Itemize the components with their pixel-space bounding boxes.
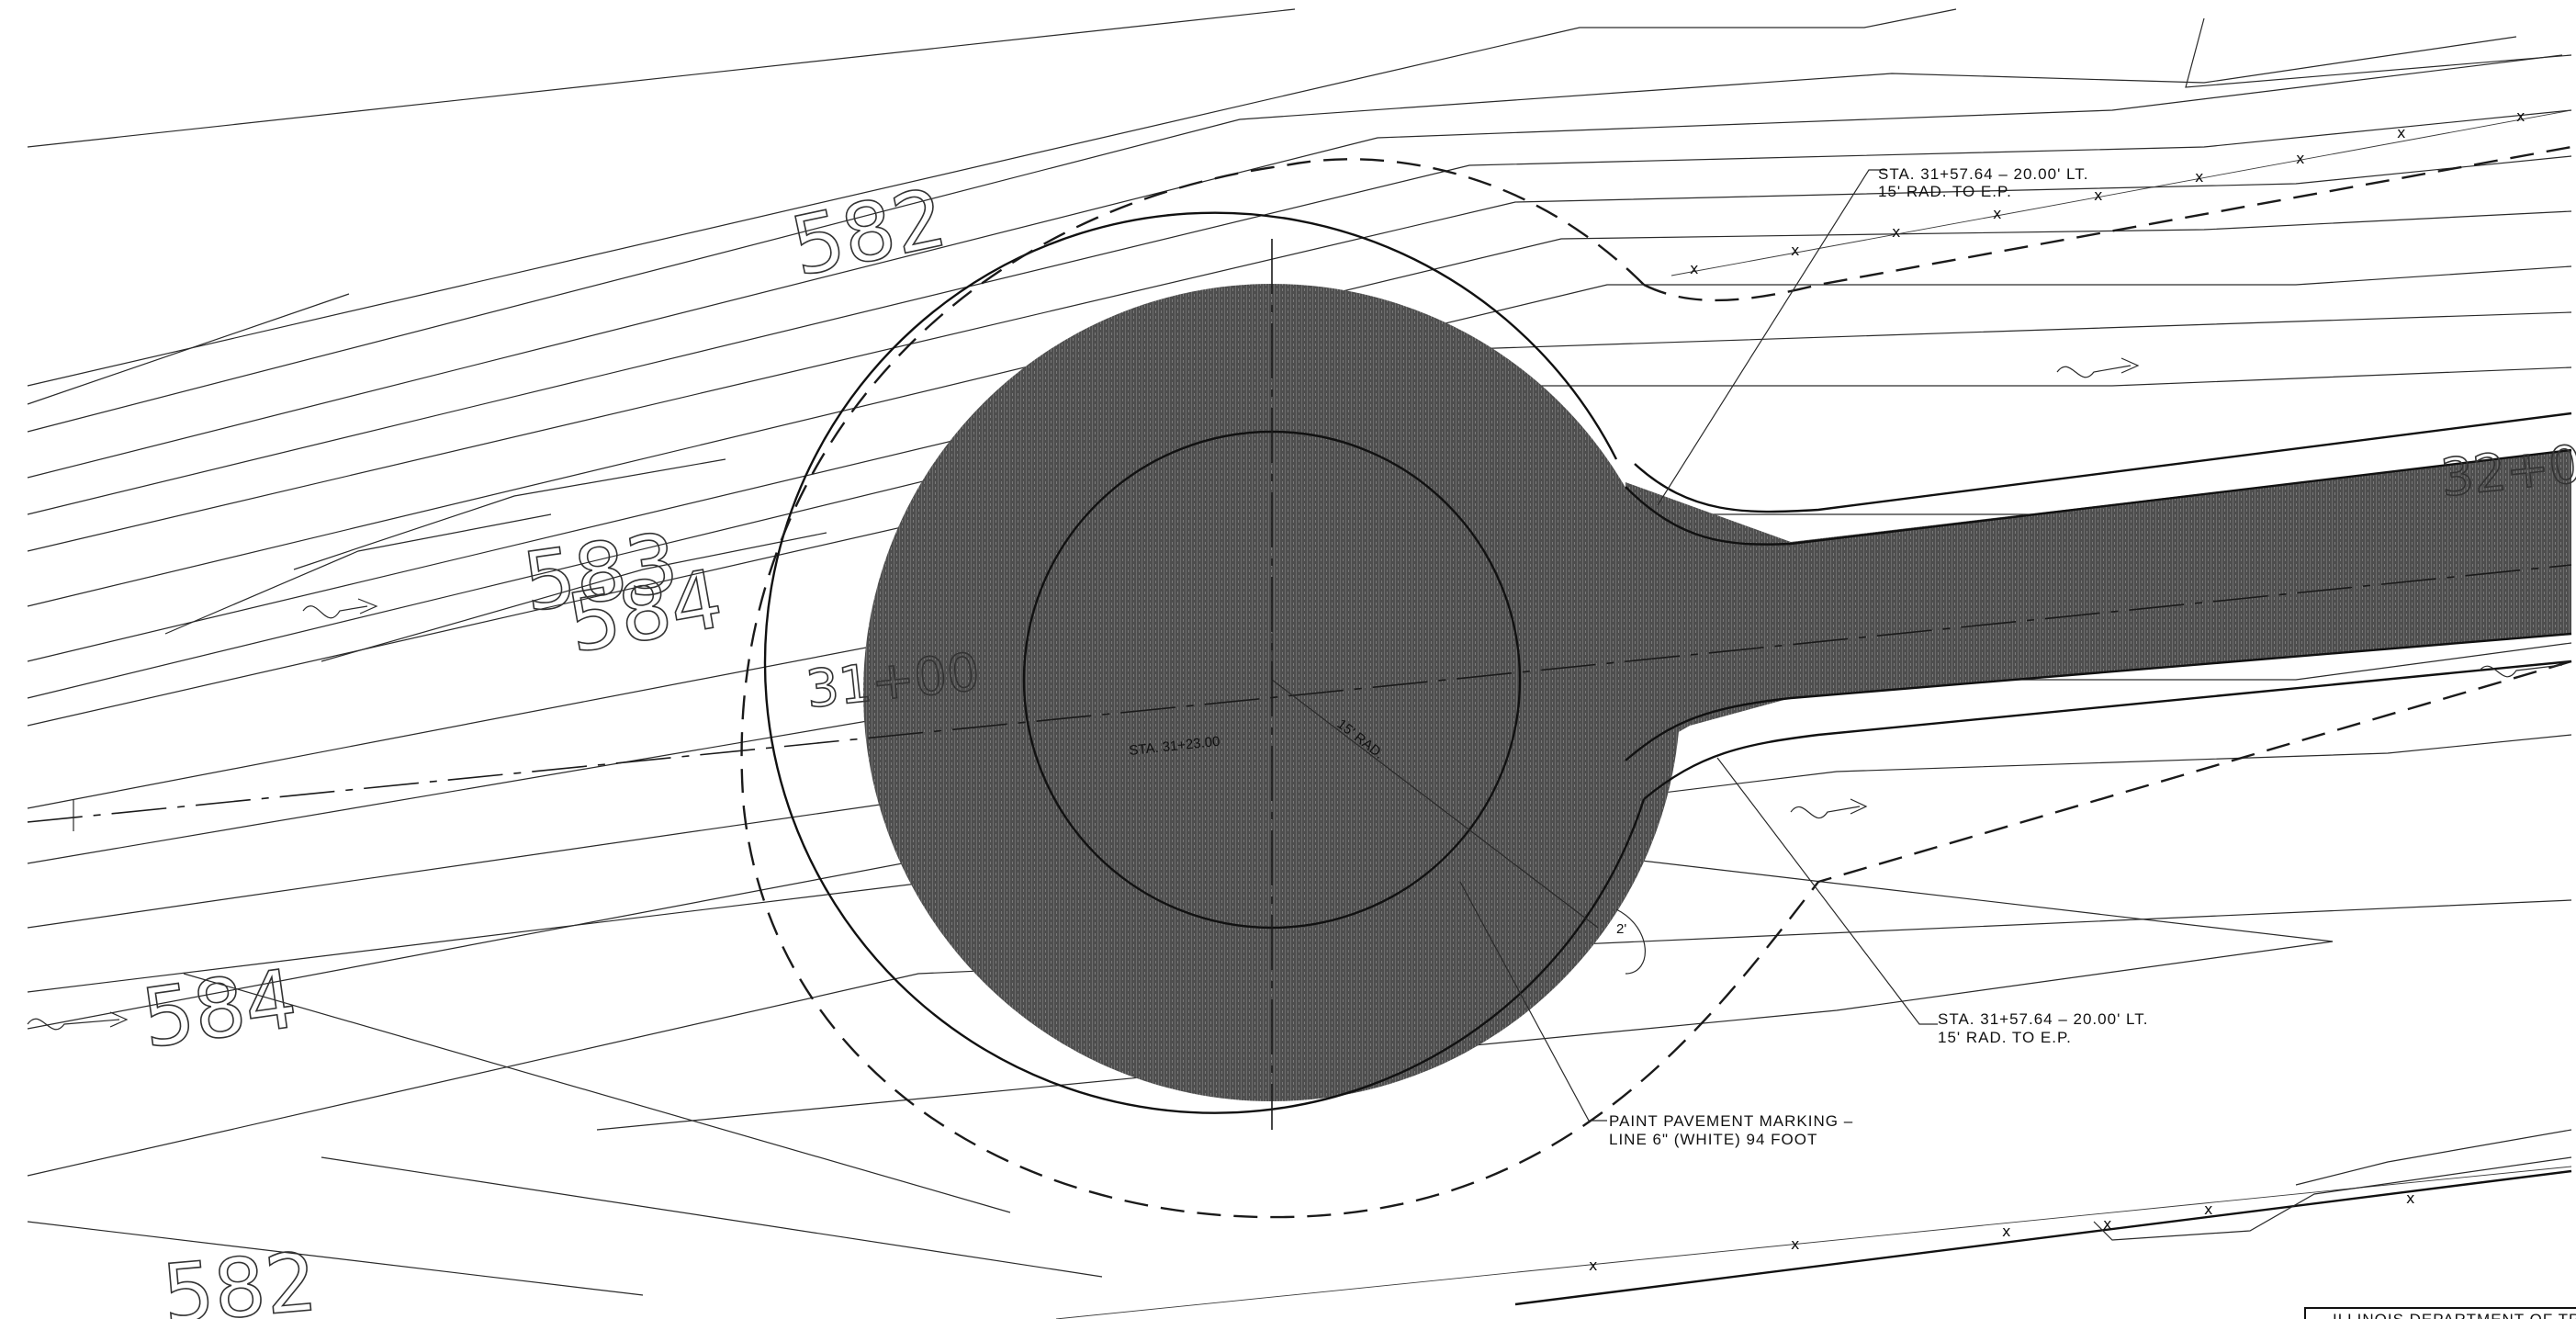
contour-label-582-upper: 582 — [783, 170, 954, 295]
callout-bottom-line2: 15' RAD. TO E.P. — [1938, 1029, 2072, 1046]
svg-text:x: x — [2204, 1201, 2212, 1218]
callout-bottom: STA. 31+57.64 – 20.00' LT. 15' RAD. TO E… — [1716, 757, 2148, 1046]
callout-paint-marking: PAINT PAVEMENT MARKING – LINE 6" (WHITE)… — [1459, 881, 1853, 1148]
title-block: ILLINOIS DEPARTMENT OF TRA — [2304, 1307, 2576, 1319]
svg-text:x: x — [2103, 1215, 2111, 1233]
contour-labels: 582 583 584 584 582 — [136, 169, 955, 1319]
svg-text:x: x — [2516, 107, 2525, 125]
station-label-32-0: 32+0 — [2438, 434, 2576, 509]
flow-arrows — [27, 357, 2563, 1031]
callout-top-line1: STA. 31+57.64 – 20.00' LT. — [1878, 165, 2088, 183]
centerline — [27, 239, 2572, 1130]
svg-text:x: x — [2296, 150, 2304, 167]
title-block-agency: ILLINOIS DEPARTMENT OF TRA — [2333, 1311, 2576, 1319]
svg-text:x: x — [2195, 168, 2203, 186]
svg-text:x: x — [1690, 260, 1698, 277]
svg-text:x: x — [1993, 205, 2001, 222]
callout-top: STA. 31+57.64 – 20.00' LT. 15' RAD. TO E… — [1657, 165, 2088, 506]
svg-text:x: x — [2094, 186, 2102, 204]
right-of-way-line — [740, 145, 2572, 1219]
pavement — [863, 284, 2572, 1101]
svg-text:x: x — [1791, 242, 1799, 259]
contour-label-583: 583 — [518, 514, 684, 629]
callout-bottom-line1: STA. 31+57.64 – 20.00' LT. — [1938, 1010, 2148, 1028]
svg-text:x: x — [2397, 124, 2405, 141]
dimension-2ft: 2' — [1616, 921, 1626, 937]
contour-label-584-lower: 584 — [137, 951, 303, 1065]
svg-text:x: x — [1892, 223, 1900, 241]
svg-text:x: x — [1791, 1235, 1799, 1253]
svg-text:x: x — [2406, 1189, 2414, 1207]
paint-marking-line2: LINE 6" (WHITE) 94 FOOT — [1609, 1131, 1817, 1148]
fence-line: x x x x x x x x x x x x x x x — [1055, 107, 2572, 1319]
contour-label-582-bottom: 582 — [159, 1234, 321, 1319]
svg-text:x: x — [2002, 1223, 2010, 1240]
callout-top-line2: 15' RAD. TO E.P. — [1878, 183, 2012, 200]
svg-text:x: x — [1589, 1257, 1597, 1274]
paint-marking-line1: PAINT PAVEMENT MARKING – — [1609, 1112, 1853, 1130]
